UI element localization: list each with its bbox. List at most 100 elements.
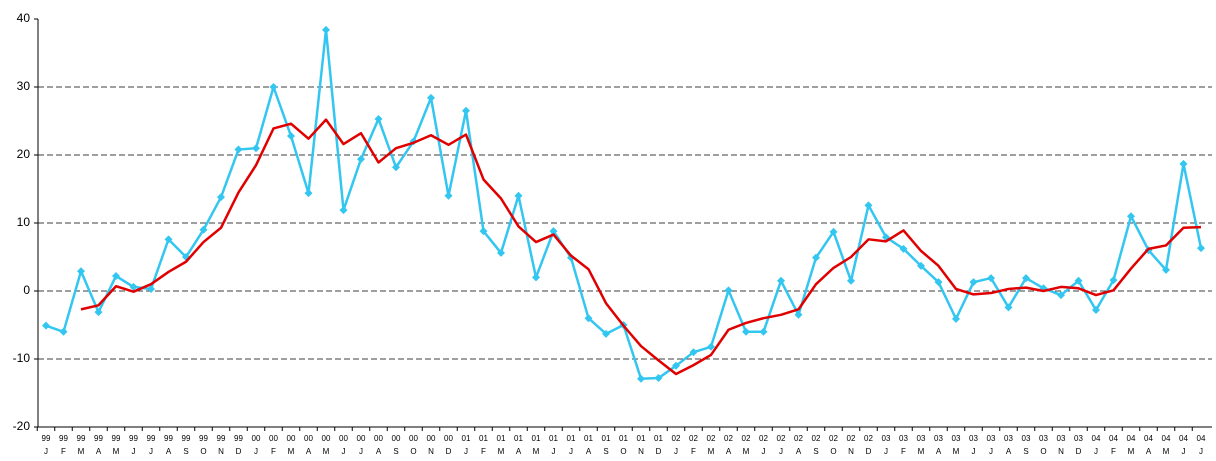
x-tick-year: 01 (584, 434, 593, 443)
data-point (864, 201, 873, 210)
x-tick-month: M (323, 447, 330, 456)
x-tick-month: A (796, 447, 802, 456)
x-tick-month: J (464, 447, 468, 456)
data-point (322, 25, 330, 34)
data-point (742, 327, 750, 336)
x-tick-year: 03 (1039, 434, 1048, 443)
data-point (759, 327, 768, 336)
x-tick-month: S (1023, 447, 1028, 456)
x-tick-month: D (866, 447, 872, 456)
data-point (1162, 265, 1170, 274)
y-tick-label: -20 (13, 419, 31, 433)
x-tick-year: 02 (777, 434, 786, 443)
x-tick-month: F (1111, 447, 1116, 456)
y-tick-label: -10 (13, 351, 31, 365)
data-point (584, 314, 593, 323)
data-point (59, 327, 68, 336)
x-tick-year: 99 (112, 434, 121, 443)
x-tick-month: N (428, 447, 434, 456)
x-tick-month: M (533, 447, 540, 456)
x-tick-month: O (830, 447, 836, 456)
x-tick-month: J (1094, 447, 1098, 456)
x-tick-month: D (656, 447, 662, 456)
x-tick-year: 00 (287, 434, 296, 443)
x-tick-year: 04 (1162, 434, 1171, 443)
data-point (917, 261, 925, 270)
x-tick-year: 02 (742, 434, 751, 443)
x-tick-month: A (376, 447, 382, 456)
x-tick-year: 00 (322, 434, 331, 443)
x-tick-year: 00 (304, 434, 313, 443)
data-point (654, 374, 663, 383)
x-tick-year: 01 (479, 434, 488, 443)
x-tick-year: 03 (952, 434, 961, 443)
x-tick-year: 04 (1127, 434, 1136, 443)
data-point (1004, 303, 1013, 312)
data-point (269, 83, 278, 91)
x-tick-year: 00 (269, 434, 278, 443)
x-tick-year: 00 (444, 434, 453, 443)
x-tick-year: 02 (794, 434, 803, 443)
data-point (252, 144, 260, 153)
data-point (829, 227, 838, 236)
x-tick-month: J (884, 447, 888, 456)
data-point (549, 227, 558, 236)
x-tick-year: 04 (1179, 434, 1188, 443)
x-tick-year: 99 (42, 434, 51, 443)
x-tick-month: A (586, 447, 592, 456)
x-tick-year: 01 (637, 434, 646, 443)
data-point (199, 225, 208, 234)
x-tick-month: J (569, 447, 573, 456)
series-line (80, 118, 1202, 376)
y-tick-label: 10 (17, 215, 31, 229)
x-tick-year: 00 (374, 434, 383, 443)
x-tick-year: 99 (182, 434, 191, 443)
x-tick-year: 02 (724, 434, 733, 443)
data-point (1179, 159, 1188, 168)
data-point (794, 310, 803, 319)
data-point (94, 308, 103, 317)
x-tick-year: 03 (882, 434, 891, 443)
x-tick-year: 02 (812, 434, 821, 443)
x-tick-month: A (516, 447, 522, 456)
x-tick-month: J (779, 447, 783, 456)
x-tick-year: 01 (654, 434, 663, 443)
x-tick-month: M (498, 447, 505, 456)
x-tick-year: 04 (1092, 434, 1101, 443)
x-tick-month: A (166, 447, 172, 456)
x-tick-month: A (726, 447, 732, 456)
data-point (217, 193, 225, 202)
x-tick-year: 00 (409, 434, 418, 443)
x-tick-year: 04 (1144, 434, 1153, 443)
data-point (672, 361, 680, 370)
x-tick-month: J (674, 447, 678, 456)
data-point (987, 274, 995, 283)
x-tick-month: D (1076, 447, 1082, 456)
data-point (1092, 306, 1100, 315)
x-tick-month: M (953, 447, 960, 456)
x-tick-month: M (708, 447, 715, 456)
data-point (1109, 276, 1118, 285)
x-tick-year: 01 (549, 434, 558, 443)
x-tick-year: 01 (497, 434, 506, 443)
data-point (602, 329, 610, 338)
x-tick-year: 01 (532, 434, 541, 443)
x-tick-month: A (306, 447, 312, 456)
x-tick-year: 03 (934, 434, 943, 443)
x-tick-year: 99 (147, 434, 156, 443)
data-point (777, 276, 785, 285)
x-tick-month: J (552, 447, 556, 456)
x-tick-month: J (1182, 447, 1186, 456)
x-tick-month: M (288, 447, 295, 456)
x-tick-year: 02 (847, 434, 856, 443)
x-tick-month: N (218, 447, 224, 456)
x-tick-year: 01 (567, 434, 576, 443)
data-point (427, 93, 435, 102)
x-tick-month: F (61, 447, 66, 456)
x-tick-month: D (446, 447, 452, 456)
x-tick-month: M (1163, 447, 1170, 456)
data-point (934, 278, 943, 287)
x-tick-month: M (113, 447, 120, 456)
data-point (952, 314, 960, 323)
